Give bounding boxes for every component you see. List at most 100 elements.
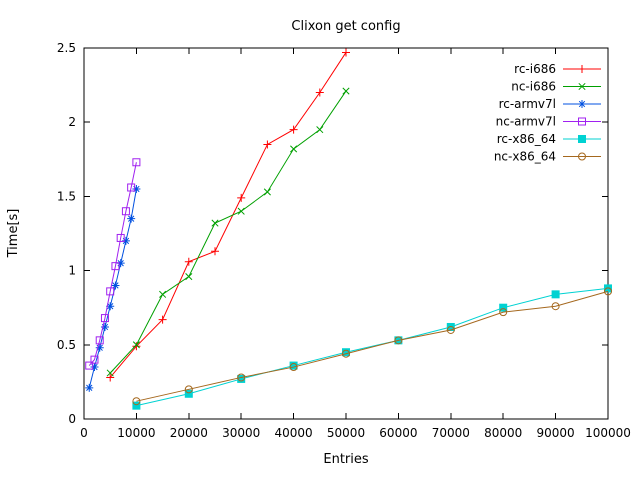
series-marker — [604, 287, 612, 296]
series-marker — [121, 207, 130, 216]
series-marker — [551, 290, 560, 299]
x-tick-label: 80000 — [484, 426, 522, 440]
legend-item-nc-i686: nc-i686 — [511, 80, 601, 94]
series-marker — [85, 361, 94, 370]
legend-label: rc-armv7l — [499, 97, 556, 111]
x-tick-label: 70000 — [432, 426, 470, 440]
series-marker — [263, 140, 272, 149]
series-marker — [132, 401, 141, 410]
series-marker — [90, 355, 99, 364]
y-tick-label: 2 — [68, 115, 76, 129]
series-line — [88, 188, 137, 388]
legend-label: nc-i686 — [511, 80, 556, 94]
series-marker — [121, 236, 130, 245]
series-marker — [499, 308, 508, 317]
series-marker — [578, 100, 586, 108]
x-tick-label: 20000 — [170, 426, 208, 440]
series-marker — [159, 290, 167, 298]
series-marker — [132, 158, 141, 167]
series-marker — [237, 207, 245, 215]
series-marker — [85, 383, 94, 392]
series-marker — [578, 117, 586, 126]
series-marker — [106, 373, 115, 382]
plot-area: 0 10000 20000 30000 40000 50000 60000 70000 8000… — [57, 41, 631, 440]
series-marker — [100, 322, 109, 331]
series-marker — [127, 214, 136, 223]
series-marker — [184, 385, 193, 394]
series-line — [136, 290, 609, 402]
series-marker — [316, 126, 324, 134]
series-marker — [290, 145, 298, 153]
series-marker — [132, 341, 140, 349]
series-marker — [551, 302, 560, 311]
series-marker — [111, 281, 120, 290]
series-line — [88, 162, 137, 366]
chart-title: Clixon get config — [291, 19, 400, 34]
legend-label: rc-i686 — [514, 62, 556, 76]
series-marker — [446, 322, 455, 331]
series-nc-armv7l — [85, 158, 141, 370]
y-axis-label: Time[s] — [6, 209, 21, 259]
y-tick-label: 2.5 — [57, 41, 76, 55]
series-marker — [263, 188, 271, 196]
series-rc-i686 — [106, 48, 350, 382]
x-tick-label: 0 — [80, 426, 88, 440]
x-tick-label: 40000 — [275, 426, 313, 440]
legend-item-nc-armv7l: nc-armv7l — [496, 115, 601, 129]
series-marker — [578, 152, 586, 161]
y-tick-label: 0.5 — [57, 338, 76, 352]
series-line — [109, 90, 347, 374]
series-marker — [127, 183, 136, 192]
series-marker — [184, 257, 193, 266]
x-tick-label: 90000 — [537, 426, 575, 440]
series-marker — [604, 284, 612, 293]
series-marker — [342, 87, 350, 95]
series-nc-x86_64 — [132, 287, 612, 406]
x-tick-label: 30000 — [222, 426, 260, 440]
series-marker — [499, 303, 508, 312]
series-marker — [132, 397, 141, 406]
x-tick-label: 60000 — [379, 426, 417, 440]
series-marker — [132, 342, 141, 351]
legend-item-nc-x86_64: nc-x86_64 — [494, 150, 601, 164]
series-marker — [106, 302, 115, 311]
series-marker — [116, 259, 125, 268]
series-marker — [211, 219, 219, 227]
series-marker — [237, 193, 246, 202]
legend-item-rc-x86_64: rc-x86_64 — [497, 132, 601, 146]
series-nc-i686 — [106, 87, 350, 377]
series-marker — [106, 287, 115, 296]
series-marker — [95, 336, 104, 345]
series-marker — [578, 82, 586, 91]
series-marker — [116, 233, 125, 242]
series-marker — [185, 272, 193, 281]
series-rc-armv7l — [85, 184, 141, 392]
series-marker — [289, 125, 298, 134]
series-marker — [95, 343, 104, 352]
series-marker — [111, 262, 120, 271]
series-marker — [90, 363, 99, 372]
y-tick-label: 0 — [68, 412, 76, 426]
legend-item-rc-armv7l: rc-armv7l — [499, 97, 601, 111]
x-tick-label: 100000 — [585, 426, 631, 440]
series-marker — [237, 373, 246, 382]
series-line — [109, 52, 347, 378]
series-marker — [342, 48, 350, 57]
x-tick-label: 50000 — [327, 426, 365, 440]
series-marker — [211, 247, 219, 256]
legend-label: nc-x86_64 — [494, 150, 556, 164]
series-marker — [342, 349, 350, 358]
legend-label: rc-x86_64 — [497, 132, 556, 146]
series-marker — [100, 314, 109, 323]
series-marker — [158, 315, 167, 324]
y-tick-label: 1.5 — [57, 189, 76, 203]
legend-label: nc-armv7l — [496, 115, 556, 129]
y-tick-label: 1 — [68, 264, 76, 278]
x-axis-label: Entries — [323, 452, 369, 467]
series-marker — [578, 65, 586, 73]
series-marker — [578, 135, 586, 143]
series-marker — [184, 389, 193, 398]
series-line — [136, 287, 609, 407]
